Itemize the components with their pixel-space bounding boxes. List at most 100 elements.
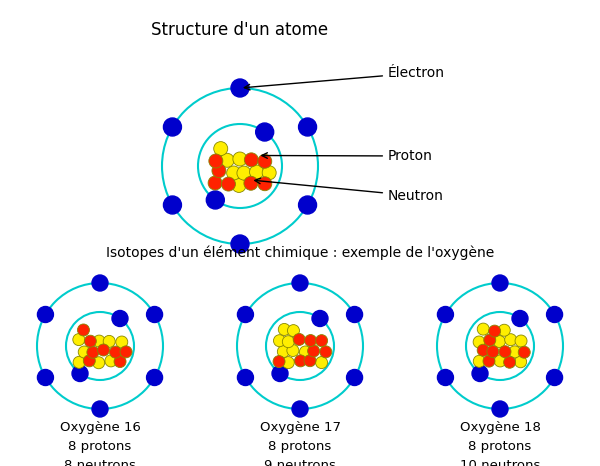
Circle shape bbox=[293, 334, 305, 345]
Circle shape bbox=[37, 370, 53, 385]
Circle shape bbox=[437, 370, 454, 385]
Circle shape bbox=[93, 335, 105, 347]
Circle shape bbox=[483, 355, 495, 367]
Circle shape bbox=[237, 166, 251, 180]
Circle shape bbox=[258, 154, 272, 168]
Circle shape bbox=[77, 324, 89, 336]
Circle shape bbox=[146, 370, 163, 385]
Circle shape bbox=[110, 346, 122, 358]
Circle shape bbox=[163, 196, 181, 214]
Circle shape bbox=[292, 401, 308, 417]
Circle shape bbox=[238, 307, 253, 322]
Circle shape bbox=[78, 346, 90, 358]
Circle shape bbox=[492, 401, 508, 417]
Circle shape bbox=[208, 176, 222, 190]
Circle shape bbox=[494, 355, 506, 367]
Circle shape bbox=[256, 123, 274, 141]
Circle shape bbox=[292, 275, 308, 291]
Circle shape bbox=[212, 164, 226, 178]
Circle shape bbox=[214, 142, 228, 156]
Circle shape bbox=[278, 323, 290, 336]
Circle shape bbox=[295, 355, 307, 367]
Circle shape bbox=[232, 178, 246, 192]
Circle shape bbox=[308, 345, 320, 357]
Circle shape bbox=[231, 79, 249, 97]
Circle shape bbox=[305, 335, 317, 347]
Circle shape bbox=[112, 310, 128, 327]
Circle shape bbox=[105, 355, 117, 367]
Circle shape bbox=[320, 346, 332, 358]
Circle shape bbox=[221, 177, 235, 191]
Circle shape bbox=[238, 370, 253, 385]
Circle shape bbox=[547, 370, 563, 385]
Circle shape bbox=[92, 401, 108, 417]
Circle shape bbox=[103, 336, 115, 347]
Circle shape bbox=[85, 335, 97, 347]
Text: Structure d'un atome: Structure d'un atome bbox=[151, 21, 329, 39]
Circle shape bbox=[231, 235, 249, 253]
Circle shape bbox=[97, 344, 109, 356]
Text: Proton: Proton bbox=[262, 149, 433, 163]
Circle shape bbox=[227, 166, 241, 180]
Circle shape bbox=[477, 323, 489, 335]
Circle shape bbox=[146, 307, 163, 322]
Circle shape bbox=[498, 324, 510, 336]
Circle shape bbox=[244, 153, 259, 167]
Circle shape bbox=[503, 356, 515, 368]
Text: Oxygène 17
8 protons
9 neutrons: Oxygène 17 8 protons 9 neutrons bbox=[260, 421, 341, 466]
Circle shape bbox=[473, 336, 485, 348]
Circle shape bbox=[477, 344, 489, 356]
Circle shape bbox=[273, 356, 285, 368]
Circle shape bbox=[87, 346, 99, 358]
Circle shape bbox=[287, 325, 299, 336]
Circle shape bbox=[92, 357, 104, 369]
Circle shape bbox=[250, 165, 263, 179]
Circle shape bbox=[116, 336, 128, 348]
Text: Isotopes d'un élément chimique : exemple de l'oxygène: Isotopes d'un élément chimique : exemple… bbox=[106, 246, 494, 260]
Circle shape bbox=[316, 335, 328, 347]
Circle shape bbox=[233, 152, 247, 166]
Circle shape bbox=[282, 356, 294, 369]
Circle shape bbox=[299, 196, 317, 214]
Circle shape bbox=[92, 275, 108, 291]
Text: Oxygène 16
8 protons
8 neutrons: Oxygène 16 8 protons 8 neutrons bbox=[59, 421, 140, 466]
Circle shape bbox=[437, 307, 454, 322]
Circle shape bbox=[487, 346, 499, 357]
Circle shape bbox=[72, 365, 88, 382]
Circle shape bbox=[73, 334, 85, 346]
Circle shape bbox=[304, 355, 316, 367]
Circle shape bbox=[493, 336, 505, 348]
Circle shape bbox=[299, 346, 311, 358]
Circle shape bbox=[515, 356, 527, 368]
Circle shape bbox=[120, 346, 132, 358]
Circle shape bbox=[515, 335, 527, 347]
Circle shape bbox=[209, 154, 223, 168]
Circle shape bbox=[488, 325, 500, 337]
Circle shape bbox=[73, 356, 85, 368]
Circle shape bbox=[262, 166, 276, 180]
Circle shape bbox=[258, 177, 272, 191]
Circle shape bbox=[492, 275, 508, 291]
Circle shape bbox=[220, 153, 234, 167]
Text: Oxygène 18
8 protons
10 neutrons: Oxygène 18 8 protons 10 neutrons bbox=[460, 421, 541, 466]
Text: Neutron: Neutron bbox=[255, 178, 444, 203]
Circle shape bbox=[512, 310, 528, 327]
Circle shape bbox=[299, 118, 317, 136]
Circle shape bbox=[274, 335, 286, 347]
Circle shape bbox=[163, 118, 181, 136]
Circle shape bbox=[505, 334, 517, 346]
Circle shape bbox=[473, 355, 485, 367]
Circle shape bbox=[518, 346, 530, 358]
Circle shape bbox=[499, 346, 511, 358]
Circle shape bbox=[484, 334, 496, 346]
Circle shape bbox=[316, 356, 328, 369]
Circle shape bbox=[114, 356, 126, 368]
Circle shape bbox=[547, 307, 563, 322]
Circle shape bbox=[347, 307, 362, 322]
Circle shape bbox=[287, 344, 299, 356]
Circle shape bbox=[347, 370, 362, 385]
Circle shape bbox=[277, 346, 289, 357]
Circle shape bbox=[472, 365, 488, 382]
Circle shape bbox=[206, 191, 224, 209]
Circle shape bbox=[272, 365, 288, 382]
